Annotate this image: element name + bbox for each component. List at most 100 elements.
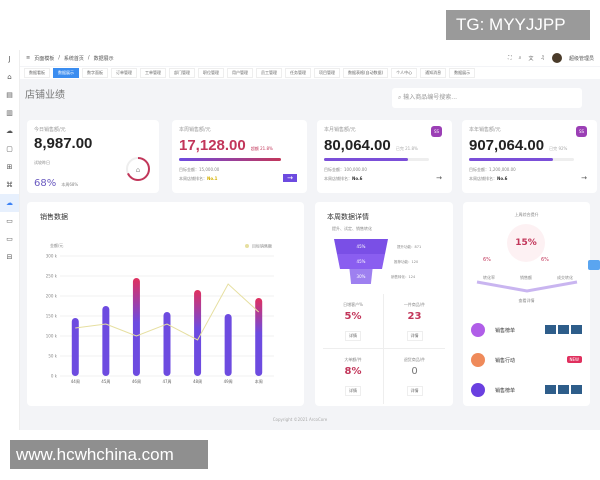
- user-name[interactable]: 超级管理员: [568, 55, 594, 62]
- kpi-details-button[interactable]: 详情: [406, 386, 423, 396]
- sidebar-item[interactable]: J: [8, 55, 11, 63]
- improve-label: 转化率: [483, 275, 495, 280]
- thumbnail: [545, 324, 556, 334]
- breadcrumb-2[interactable]: 系统首页: [63, 55, 84, 62]
- arrow-right-button[interactable]: →: [436, 174, 442, 182]
- card-target: 目标金额：1,200,000.00: [469, 167, 516, 172]
- tab[interactable]: 数据展示: [53, 68, 79, 78]
- sidebar-item[interactable]: ▭: [6, 217, 13, 225]
- card-label: 今日销售额/元: [34, 127, 66, 133]
- sidebar-item[interactable]: ⌘: [6, 181, 13, 189]
- sidebar-item[interactable]: ☁: [6, 127, 13, 135]
- tab[interactable]: 工单管理: [140, 68, 166, 78]
- card-target: 目标金额：15,000.00: [179, 167, 220, 172]
- card-pct-note: 本周68%: [61, 182, 79, 187]
- sales-chart: 金额/元 0 k 50 k 100 k 150 k 200 k 250 k 300 k 44周 4…: [46, 242, 274, 384]
- tab[interactable]: 部门管理: [169, 68, 195, 78]
- sidebar-item[interactable]: ☁: [0, 194, 19, 212]
- thumbnail: [545, 384, 556, 394]
- y-axis-label: 金额/元: [50, 242, 63, 248]
- translate-icon[interactable]: 文: [528, 55, 534, 62]
- badge-icon: SS: [576, 126, 587, 137]
- x-tick-label: 45周: [101, 378, 110, 384]
- tab[interactable]: 职位管理: [198, 68, 224, 78]
- sidebar-item[interactable]: ▭: [6, 235, 13, 243]
- list-label: 销售行动: [495, 357, 516, 364]
- list-label: 销售榜单: [495, 387, 516, 394]
- thumbnail: [571, 324, 582, 334]
- tab[interactable]: 个人中心: [391, 68, 418, 78]
- sidebar-item[interactable]: ⌂: [7, 73, 12, 81]
- tab[interactable]: 数据展示: [449, 68, 476, 78]
- settings-float-button[interactable]: [588, 260, 600, 270]
- card-value: 17,128.00: [179, 137, 246, 154]
- today-sales-card: 今日销售额/元 8,987.00 试较昨日 68% 本周68% ⌂: [27, 120, 159, 193]
- sales-card: 本月销售额/元 80,064.00 已完 21.8% 目标金额：100,000.…: [317, 120, 452, 193]
- list-item[interactable]: 销售榜单: [471, 321, 582, 339]
- rank-label: 本周店铺排名：: [324, 176, 352, 181]
- list-dot-icon: [471, 353, 485, 367]
- bar: [71, 318, 79, 376]
- tab[interactable]: 通知消息: [420, 68, 447, 78]
- y-tick-label: 100 k: [46, 334, 58, 339]
- kpi-label: 退货商品/件: [403, 357, 426, 362]
- x-tick-label: 49周: [224, 378, 233, 384]
- rank-label: 本周店铺排名：: [179, 176, 207, 181]
- list-item[interactable]: 销售行动 NEW: [471, 351, 582, 369]
- funnel-pct: 45%: [357, 259, 366, 264]
- tab[interactable]: 订单管理: [111, 68, 137, 78]
- bar: [224, 314, 232, 376]
- page-title: 店铺业绩: [25, 90, 65, 101]
- arrow-right-button[interactable]: →: [581, 174, 587, 182]
- progress-bar: [324, 158, 429, 161]
- kpi-cell: 退货商品/件 0 详情: [384, 349, 445, 404]
- funnel-label: 提升功能：871: [397, 244, 421, 249]
- sales-chart-card: 销售数据 金额/元 0 k 50 k 100 k 150 k 200 k 250 k 300 …: [27, 202, 304, 406]
- avatar[interactable]: [551, 53, 562, 63]
- y-tick-label: 0 k: [51, 374, 58, 379]
- card-value: 8,987.00: [34, 135, 93, 152]
- sidebar-item[interactable]: ▤: [6, 91, 13, 99]
- tab[interactable]: 数据看板: [24, 68, 50, 78]
- sidebar-item[interactable]: ⊞: [6, 163, 13, 171]
- rank-value: No.6: [497, 176, 508, 181]
- kpi-label: 大单额/件: [344, 357, 362, 362]
- sidebar-item[interactable]: ⊟: [6, 253, 13, 261]
- tab-bar: 数据看板 数据展示 数字面板 订单管理 工单管理 部门管理 职位管理 用户管理 员工管理 任务管理…: [20, 67, 600, 79]
- funnel-label: 推荐功能：120: [394, 259, 418, 264]
- list-item[interactable]: 销售榜单: [471, 381, 582, 399]
- sales-card: 本年销售额/元 907,064.00 已完 92% 目标金额：1,200,000…: [462, 120, 597, 193]
- kpi-label: 一件商品/件: [403, 302, 426, 307]
- tab[interactable]: 数据表格(自动数据): [343, 68, 389, 78]
- main-improve: 15%: [507, 224, 545, 262]
- y-tick-label: 50 k: [48, 354, 57, 359]
- sidebar-item[interactable]: ▢: [6, 145, 13, 153]
- legend-marker: [245, 244, 249, 248]
- tab[interactable]: 员工管理: [256, 68, 282, 78]
- funnel-label: 销售转化：124: [391, 274, 416, 279]
- kpi-details-button[interactable]: 详情: [345, 331, 361, 341]
- kpi-value: 0: [411, 366, 418, 377]
- y-tick-label: 300 k: [46, 254, 58, 259]
- card-delta: 超额 21.8%: [250, 146, 273, 151]
- right-improve: 6%: [541, 257, 549, 263]
- kpi-details-button[interactable]: 详情: [345, 386, 361, 396]
- kpi-details-button[interactable]: 详情: [406, 331, 423, 341]
- weekly-detail-card: 本周数据详情 提升、试定、销售转化 45% 提升功能：871 45% 推荐功能：120…: [315, 202, 453, 406]
- card-label: 本年销售额/元: [469, 127, 501, 133]
- view-details-button[interactable]: 查看详情: [518, 298, 535, 303]
- tab[interactable]: 用户管理: [227, 68, 253, 78]
- arrow-right-button[interactable]: →: [283, 174, 297, 182]
- sidebar-item[interactable]: ▥: [6, 109, 13, 117]
- menu-icon[interactable]: ≡: [26, 55, 31, 61]
- funnel-segment: [349, 269, 373, 284]
- tab[interactable]: 数字面板: [82, 68, 108, 78]
- search-icon[interactable]: ⌕: [518, 55, 522, 61]
- bell-icon[interactable]: ♫: [540, 55, 545, 61]
- breadcrumb-1[interactable]: 页面模板: [34, 55, 55, 62]
- tab[interactable]: 项目管理: [314, 68, 340, 78]
- x-tick-label: 44周: [71, 378, 80, 384]
- tab[interactable]: 任务管理: [285, 68, 311, 78]
- fullscreen-icon[interactable]: ⛶: [508, 55, 512, 61]
- search-input[interactable]: ⌕ 输入商品编号搜索...: [392, 88, 582, 108]
